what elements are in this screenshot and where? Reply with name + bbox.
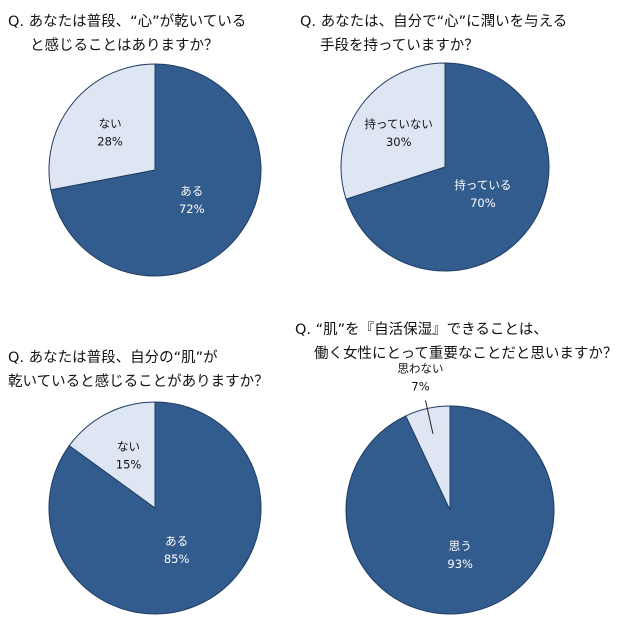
slice-label: 持っていない — [365, 117, 433, 131]
chart-title: と感じることはありますか？ — [30, 37, 219, 54]
slice-label: ない — [99, 116, 122, 130]
chart-title: 乾いていると感じることがありますか？ — [8, 373, 269, 390]
pie-slice — [68, 401, 156, 509]
pie-slice — [340, 62, 446, 200]
slice-label: ない — [117, 440, 140, 454]
slice-label: 思う — [449, 539, 472, 553]
pie-slice — [48, 63, 156, 191]
pie-slice — [50, 63, 262, 277]
slice-label: ある — [165, 534, 188, 548]
slice-value: 93% — [447, 557, 473, 571]
slice-value: 85% — [164, 552, 190, 566]
chart-title: Q. あなたは普段、自分の“肌”が — [8, 349, 218, 366]
chart-title: Q. あなたは、自分で“心”に潤いを与える — [300, 13, 567, 30]
slice-label: 思わない — [398, 362, 444, 376]
chart-title: 働く女性にとって重要なことだと思いますか？ — [314, 344, 617, 362]
slice-label: 持っている — [454, 178, 511, 192]
slice-value: 72% — [179, 202, 205, 216]
slice-value: 7% — [411, 380, 429, 394]
slice-value: 30% — [386, 135, 412, 149]
slice-value: 28% — [97, 134, 123, 148]
slice-value: 15% — [116, 458, 142, 472]
chart-title: Q. “肌”を『自活保湿』できることは、 — [295, 321, 548, 338]
chart-title: 手段を持っていますか？ — [320, 37, 479, 54]
leader-line — [425, 400, 434, 434]
chart-title: Q. あなたは普段、“心”が乾いている — [8, 13, 246, 30]
slice-label: ある — [180, 184, 203, 198]
slice-value: 70% — [470, 196, 496, 210]
pie-slice — [345, 62, 550, 272]
